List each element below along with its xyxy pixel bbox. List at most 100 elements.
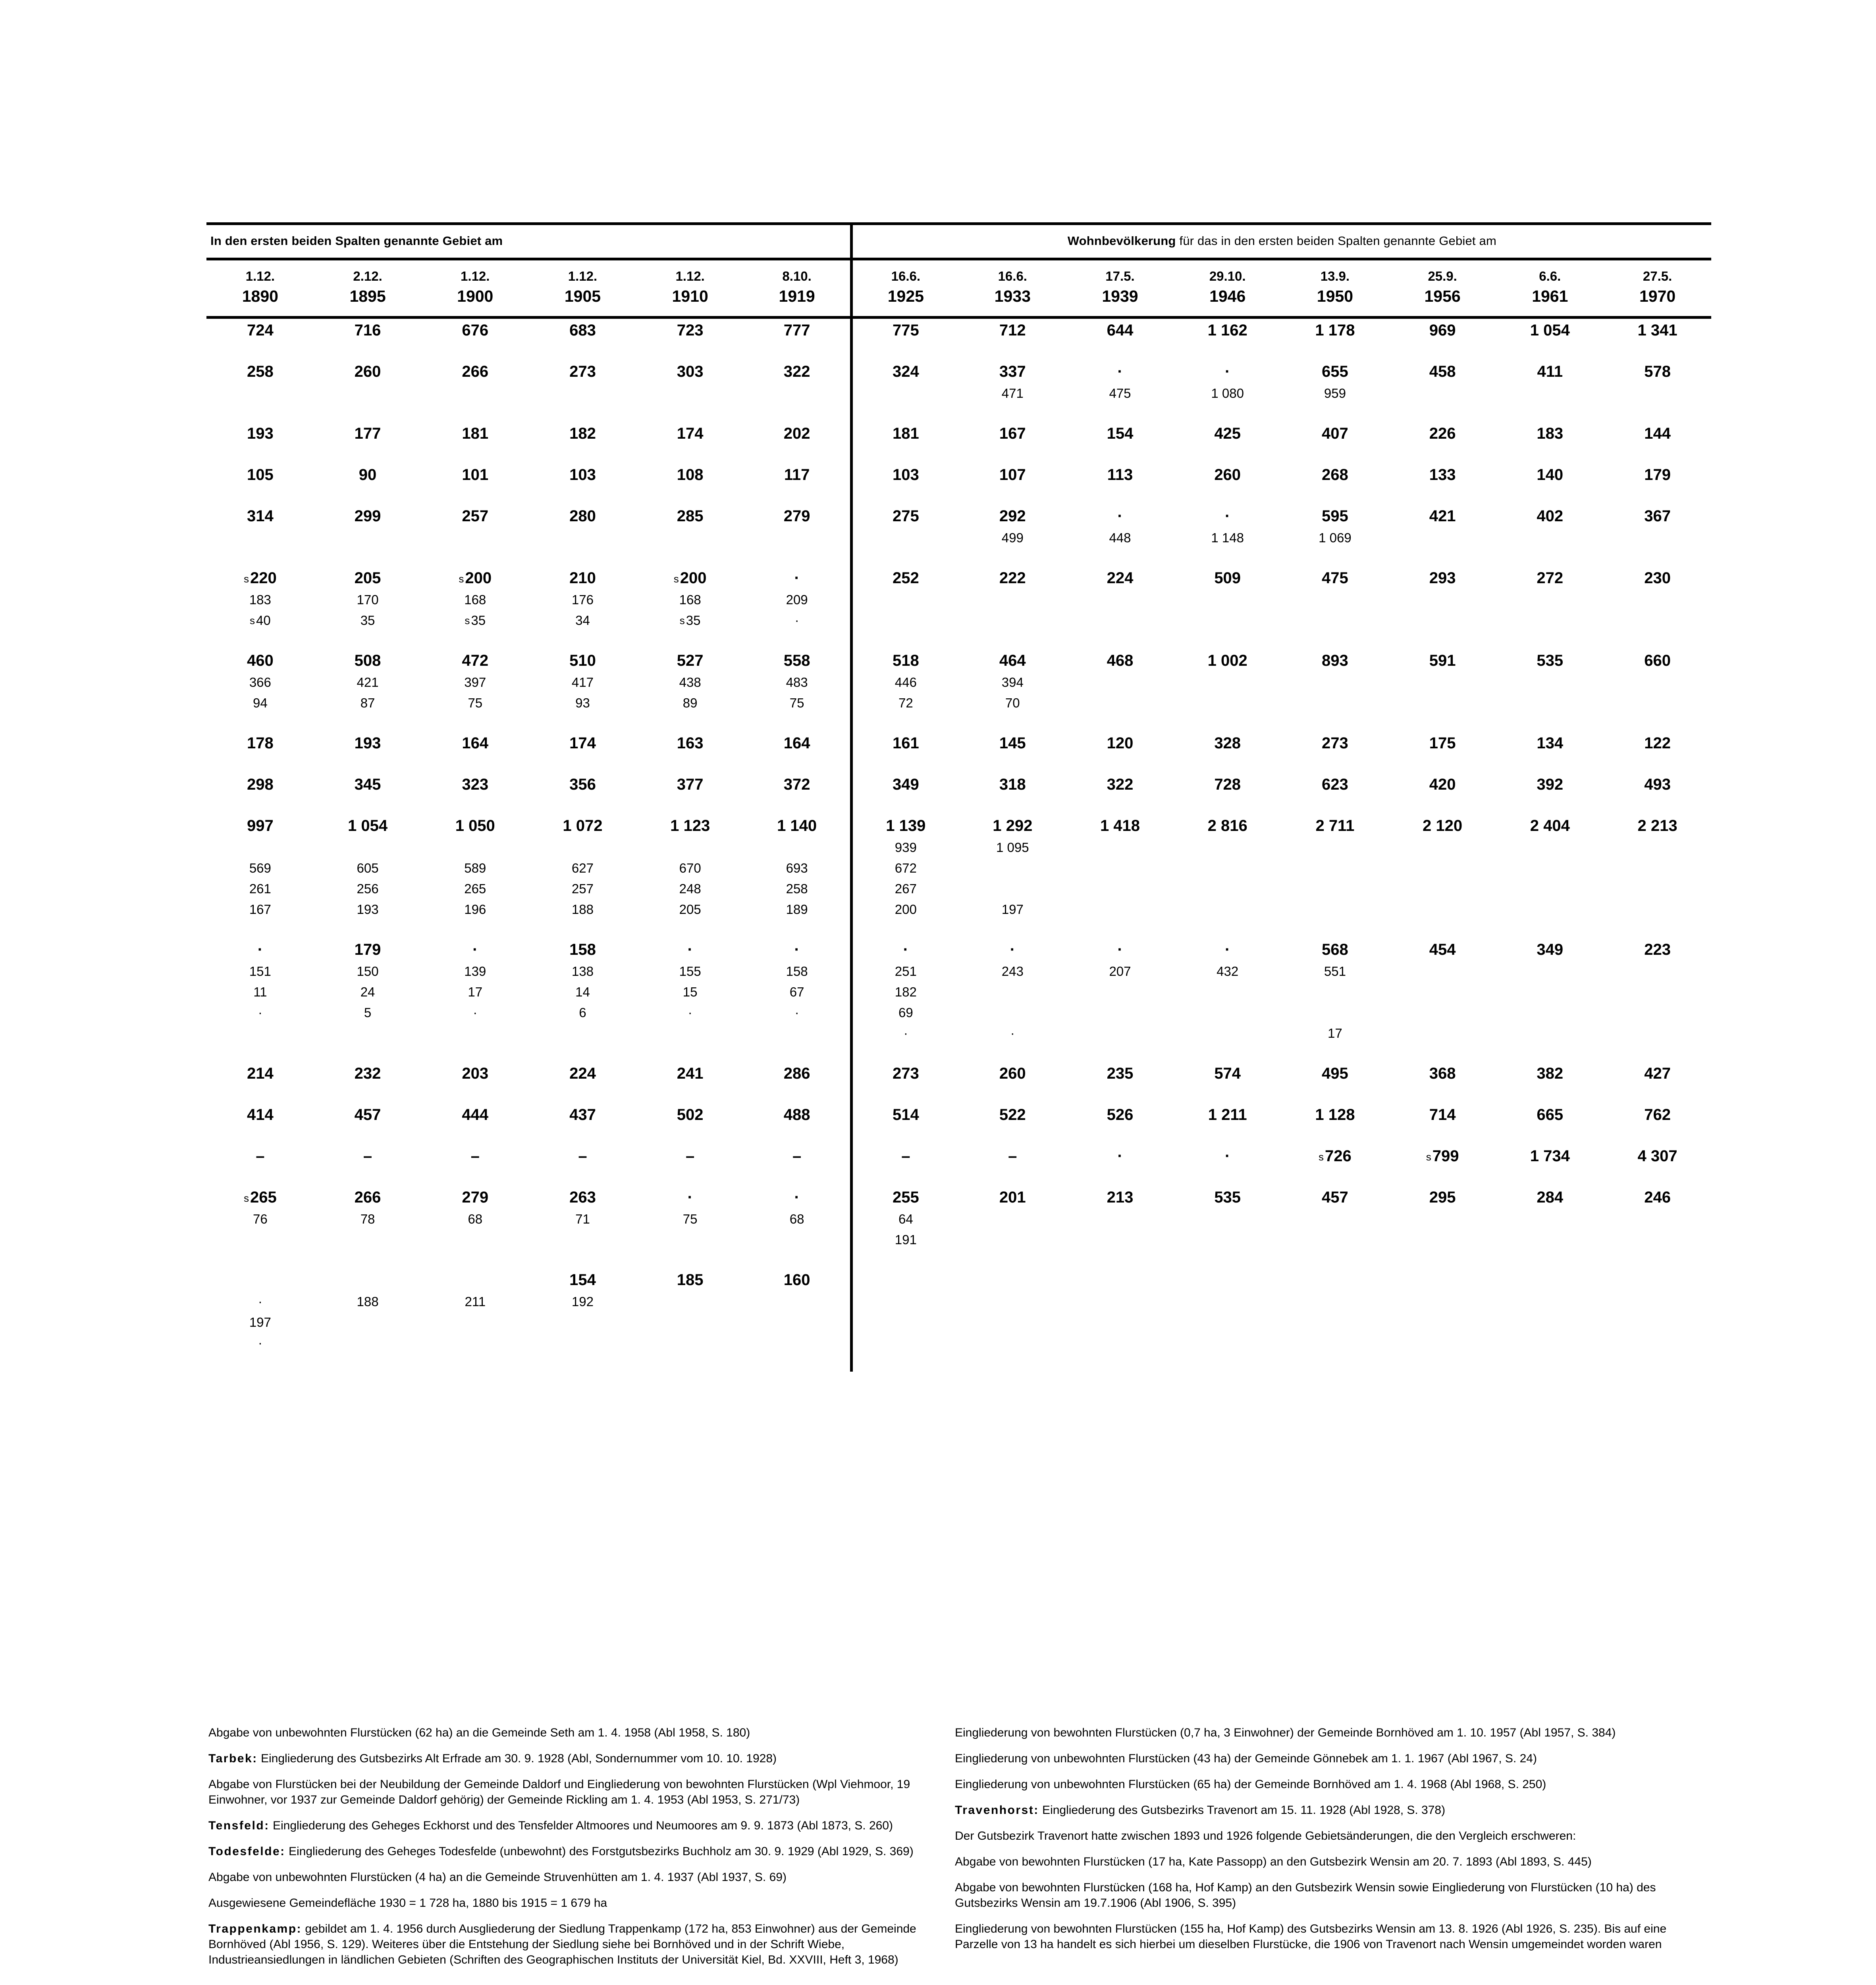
cell-value: · [1225,362,1230,380]
cell-lines: 676 [421,319,529,342]
table-cell: 427 [1604,1062,1711,1085]
cell-value: 248 [679,881,701,896]
cell-lines: 458 [1389,360,1496,383]
row-spacer-cell [206,1168,314,1186]
table-cell: 154 192 [529,1268,636,1353]
cell-value: 5 [364,1005,372,1020]
table-cell: 522 [959,1103,1066,1126]
cell-value: 595 [1322,507,1348,525]
row-spacer [206,713,1711,732]
column-header-year: 1900 [457,287,494,305]
table-cell: 714 [1389,1103,1496,1126]
cell-value: 526 [1107,1106,1134,1124]
footnote-text: Abgabe von bewohnten Flurstücken (17 ha,… [955,1855,1592,1868]
cell-lines: 224 [1066,567,1174,590]
footnote-text: Eingliederung von unbewohnten Flurstücke… [955,1778,1546,1791]
table-cell: 324 [851,360,959,404]
cell-value: 372 [783,775,810,793]
table-cell: ·243––· [959,938,1066,1044]
cell-value: 627 [571,860,594,875]
cell-value: 71 [575,1211,590,1226]
table-cell: 140 [1496,463,1604,486]
row-spacer-cell [421,548,529,567]
table-cell: · 151 11 · [206,938,314,1044]
cell-lines: · 151 11 · [206,938,314,1023]
row-spacer [206,341,1711,360]
row-spacer-cell [529,755,636,773]
cell-value: – [470,1147,480,1165]
cell-value: 183 [249,592,271,607]
cell-value: · [1010,1025,1015,1041]
row-spacer-cell [636,445,744,463]
cell-value: 318 [999,775,1026,793]
cell-value: 382 [1537,1064,1564,1082]
row-spacer-cell [959,445,1066,463]
cell-lines: 163 [636,732,744,755]
table-cell: 1 139 939 672 267 200 [851,814,959,920]
cell-value: · [1117,362,1123,380]
cell-value: 154 [569,1271,596,1289]
cell-lines: · 68 [744,1186,850,1230]
spanner-right-bold: Wohnbevölkerung [1067,234,1176,248]
cell-value: 349 [892,775,919,793]
cell-value: 6 [579,1005,586,1020]
cell-lines: – [853,1145,959,1168]
row-spacer-cell [529,1353,636,1372]
table-cell: 676 [421,317,529,342]
cell-value: · [1225,507,1230,525]
cell-value: 193 [357,902,379,917]
row-spacer-cell [636,548,744,567]
cell-lines: 280 [529,505,636,528]
cell-value: 623 [1322,775,1348,793]
cell-value: 322 [783,362,810,380]
table-cell: 1 418 [1066,814,1174,920]
cell-lines: 174 [529,732,636,755]
row-spacer [206,1043,1711,1062]
cell-value: 495 [1322,1064,1348,1082]
column-header-1970: 27.5. 1970 [1604,259,1711,319]
cell-value: 179 [1644,466,1671,484]
table-cell: 460 366 94 [206,649,314,713]
column-header-1939: 17.5. 1939 [1066,259,1174,319]
cell-value: 174 [569,734,596,752]
table-cell: 392 [1496,773,1604,796]
cell-value: 349 [1537,940,1564,958]
table-cell: 382 [1496,1062,1604,1085]
cell-lines: 101 [421,463,529,486]
s-flag-marker: s [243,1192,249,1204]
table-cell: 213 [1066,1186,1174,1250]
cell-value: · [1117,940,1123,958]
table-cell: 299 [314,505,422,548]
row-spacer-cell [1389,1044,1496,1062]
row-spacer-cell [1604,1126,1711,1145]
cell-value: 337 [999,362,1026,380]
row-spacer-cell [851,920,959,938]
table-cell: 103 [529,463,636,486]
cell-value: 578 [1644,362,1671,380]
cell-value: 188 [571,902,594,917]
cell-value: 193 [247,424,274,442]
row-spacer-cell [421,755,529,773]
table-cell: 255 64 191 [851,1186,959,1250]
cell-value: 893 [1322,651,1348,669]
cell-value: 273 [892,1064,919,1082]
cell-value: 168 [464,592,486,607]
cell-lines: 578 [1604,360,1711,383]
table-cell: – [744,1144,853,1168]
row-spacer-cell [851,755,959,773]
cell-value: 2 404 [1530,817,1570,834]
cell-value: 68 [468,1211,483,1226]
cell-value: · [687,940,693,958]
table-cell: 421 [1389,505,1496,548]
cell-lines: 712 [959,319,1066,342]
table-cell: 286 [744,1062,853,1085]
table-cell: 246 [1604,1186,1711,1250]
cell-lines: – [744,1145,850,1168]
cell-value: 417 [571,675,594,690]
cell-lines: 193 [206,422,314,445]
header-dates-row: 1.12. 1890 2.12. 1895 1.12. 1900 1.12. 1905 1.12… [206,259,1711,319]
